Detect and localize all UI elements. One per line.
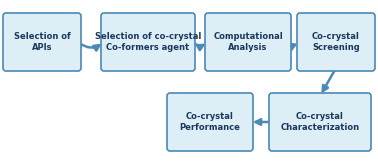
Text: Co-crystal
Characterization: Co-crystal Characterization — [280, 112, 359, 132]
FancyBboxPatch shape — [205, 13, 291, 71]
FancyBboxPatch shape — [3, 13, 81, 71]
Text: Computational
Analysis: Computational Analysis — [213, 32, 283, 52]
FancyBboxPatch shape — [167, 93, 253, 151]
Text: Co-crystal
Performance: Co-crystal Performance — [180, 112, 240, 132]
FancyBboxPatch shape — [101, 13, 195, 71]
FancyBboxPatch shape — [297, 13, 375, 71]
Text: Selection of co-crystal
Co-formers agent: Selection of co-crystal Co-formers agent — [95, 32, 201, 52]
FancyBboxPatch shape — [269, 93, 371, 151]
Text: Co-crystal
Screening: Co-crystal Screening — [312, 32, 360, 52]
Text: Selection of
APIs: Selection of APIs — [14, 32, 70, 52]
